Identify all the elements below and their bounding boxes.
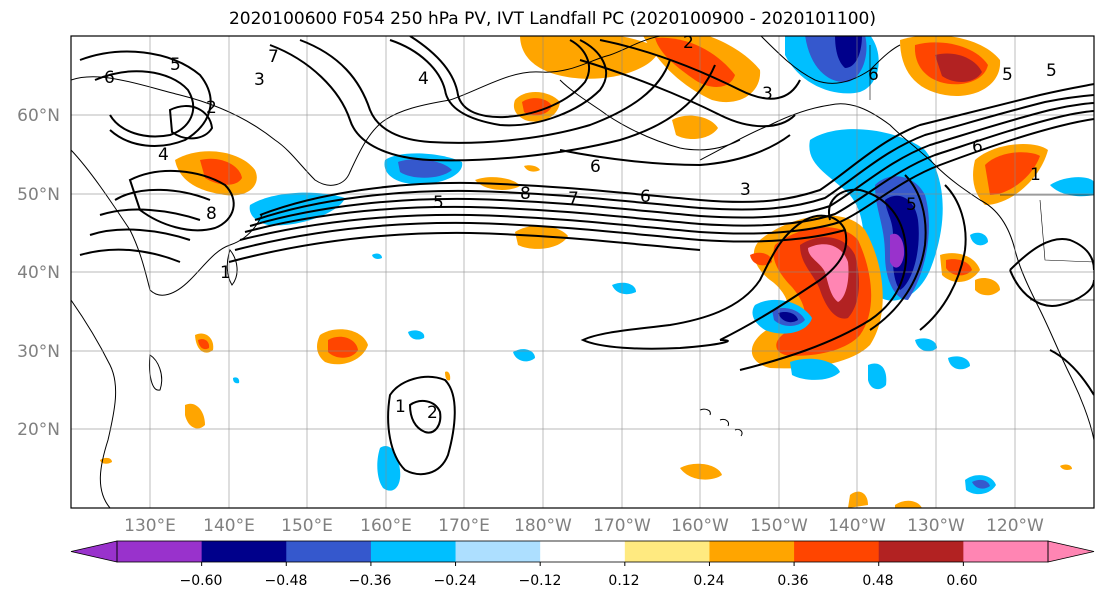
lat-label: 50°N bbox=[17, 185, 60, 205]
colorbar-tick: −0.12 bbox=[519, 573, 562, 589]
lat-label: 40°N bbox=[17, 263, 60, 283]
colorbar-extend-min bbox=[70, 540, 118, 563]
colorbar-segment bbox=[540, 541, 626, 562]
contour-label: 4 bbox=[418, 69, 429, 89]
colorbar-tick: 0.60 bbox=[946, 573, 977, 589]
lon-label: 160°W bbox=[671, 516, 729, 536]
contour-label: 5 bbox=[1002, 65, 1013, 85]
colorbar-tick: −0.48 bbox=[265, 573, 308, 589]
contour-label: 5 bbox=[170, 55, 181, 75]
contour-label: 3 bbox=[254, 70, 265, 90]
lon-label: 150°E bbox=[281, 516, 333, 536]
contour-label: 5 bbox=[433, 193, 444, 213]
contour-label: 6 bbox=[868, 65, 879, 85]
lon-label: 160°E bbox=[360, 516, 412, 536]
contour-label: 3 bbox=[740, 180, 751, 200]
lon-label: 130°W bbox=[907, 516, 965, 536]
contour-label: 6 bbox=[640, 187, 651, 207]
colorbar-segment bbox=[370, 541, 457, 562]
contour-label: 1 bbox=[395, 397, 406, 417]
lon-label: 130°E bbox=[124, 516, 176, 536]
contour-label: 7 bbox=[268, 47, 279, 67]
map-area: 6 5 4 3 2 8 7 8 5 7 6 3 6 1 2 1 6 5 4 3 … bbox=[71, 33, 1094, 508]
colorbar-segment bbox=[878, 541, 964, 562]
colorbar-tick: −0.24 bbox=[434, 573, 477, 589]
lon-label: 120°W bbox=[986, 516, 1044, 536]
colorbar-segment bbox=[963, 541, 1049, 562]
colorbar-segment bbox=[286, 541, 372, 562]
contour-label: 2 bbox=[683, 33, 694, 53]
lon-label: 170°E bbox=[438, 516, 490, 536]
contour-label: 5 bbox=[1046, 61, 1057, 81]
contour-label: 1 bbox=[1030, 165, 1041, 185]
colorbar-tick: 0.48 bbox=[862, 573, 893, 589]
colorbar-tick: 0.12 bbox=[608, 573, 639, 589]
colorbar-segment bbox=[709, 541, 795, 562]
colorbar-frame bbox=[116, 540, 1049, 563]
pv-contours bbox=[79, 36, 1094, 476]
map-title: 2020100600 F054 250 hPa PV, IVT Landfall… bbox=[228, 9, 876, 29]
contour-label: 4 bbox=[158, 145, 169, 165]
contour-label: 7 bbox=[568, 189, 579, 209]
lon-label: 140°W bbox=[828, 516, 886, 536]
lon-label: 140°E bbox=[203, 516, 255, 536]
contour-label: 5 bbox=[906, 195, 917, 215]
longitude-labels: 130°E 140°E 150°E 160°E 170°E 180°W 170°… bbox=[124, 516, 1044, 536]
contour-label: 6 bbox=[104, 68, 115, 88]
colorbar-segment bbox=[794, 541, 880, 562]
colorbar-tick: 0.36 bbox=[777, 573, 808, 589]
graticule bbox=[71, 36, 1094, 508]
lon-label: 150°W bbox=[750, 516, 808, 536]
colorbar-segment bbox=[117, 541, 203, 562]
contour-labels: 6 5 4 3 2 8 7 8 5 7 6 3 6 1 2 1 6 5 4 3 … bbox=[104, 33, 1057, 423]
contour-label: 2 bbox=[427, 403, 438, 423]
lat-label: 30°N bbox=[17, 342, 60, 362]
colorbar-segment bbox=[201, 541, 287, 562]
contour-label: 1 bbox=[220, 263, 231, 283]
contour-label: 2 bbox=[206, 98, 217, 118]
contour-label: 8 bbox=[206, 204, 217, 224]
map-frame bbox=[70, 35, 1095, 509]
lon-label: 180°W bbox=[514, 516, 572, 536]
contour-label: 8 bbox=[520, 184, 531, 204]
colorbar-ticks: −0.60 −0.48 −0.36 −0.24 −0.12 0.12 0.24 … bbox=[180, 573, 978, 589]
colorbar-tick: −0.60 bbox=[180, 573, 223, 589]
country-borders bbox=[869, 45, 1094, 301]
colorbar-extend-max bbox=[1047, 540, 1095, 563]
colorbar-tick: 0.24 bbox=[693, 573, 724, 589]
colorbar-tick: −0.36 bbox=[349, 573, 392, 589]
colorbar bbox=[70, 540, 1095, 566]
colorbar-segment bbox=[624, 541, 710, 562]
contour-label: 6 bbox=[972, 137, 983, 157]
contour-label: 6 bbox=[590, 157, 601, 177]
colorbar-segment bbox=[455, 541, 541, 562]
lon-label: 170°W bbox=[593, 516, 651, 536]
contour-label: 3 bbox=[762, 84, 773, 104]
lat-label: 20°N bbox=[17, 420, 60, 440]
latitude-labels: 60°N 50°N 40°N 30°N 20°N bbox=[17, 106, 60, 440]
lat-label: 60°N bbox=[17, 106, 60, 126]
